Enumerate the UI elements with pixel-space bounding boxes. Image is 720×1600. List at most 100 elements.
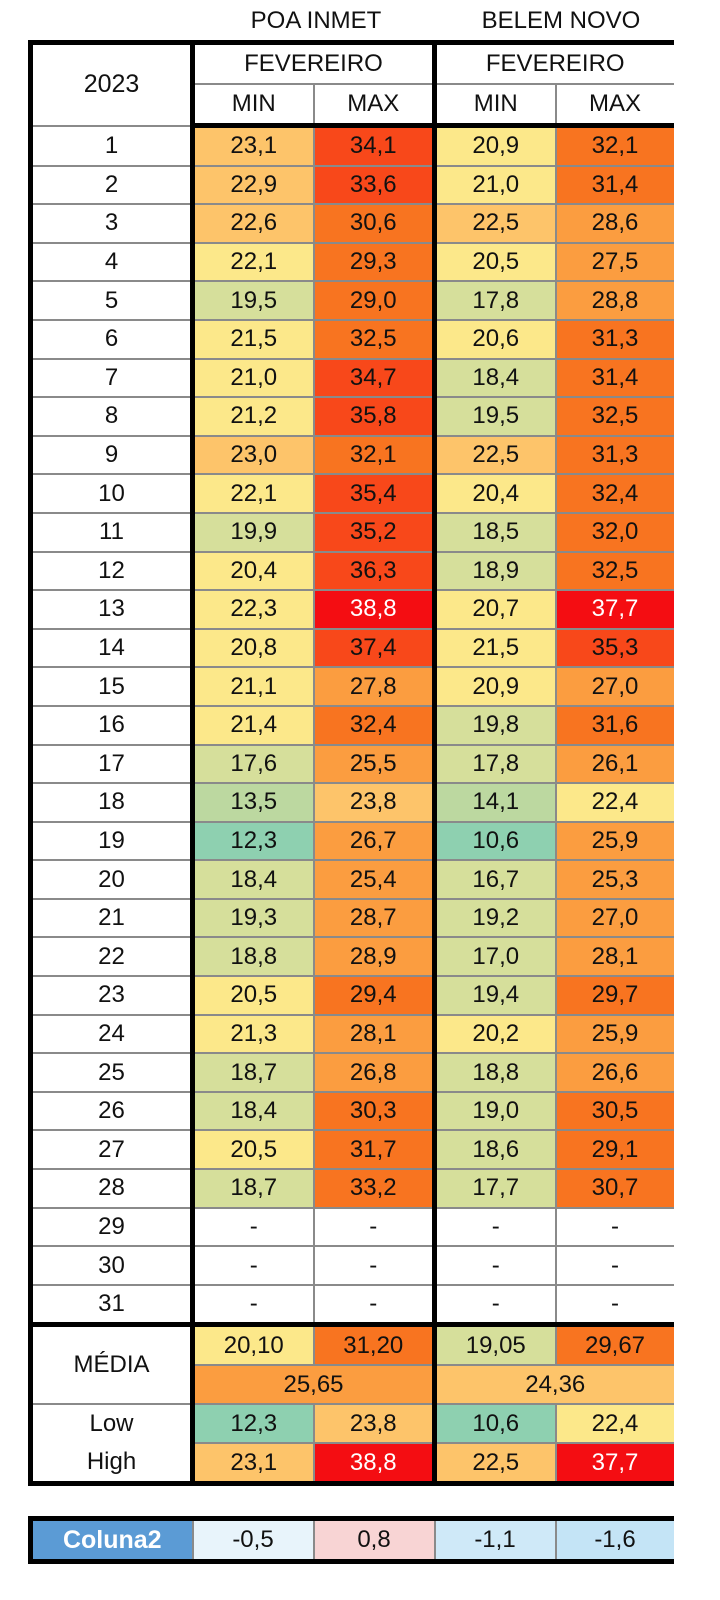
temperature-table: 2023 FEVEREIRO FEVEREIRO MIN MAX MIN MAX… — [28, 40, 674, 1487]
day-label: 11 — [28, 511, 195, 553]
temperature-cell: 20,6 — [433, 318, 557, 360]
temperature-cell: 29,0 — [312, 280, 437, 321]
media-average-row: 25,65 24,36 — [31, 1364, 674, 1406]
temperature-cell: 31,4 — [554, 164, 674, 206]
temperature-cell: 38,8 — [312, 589, 437, 630]
temperature-cell: 28,6 — [554, 203, 674, 244]
day-row: 7 21,0 34,7 18,4 31,4 — [28, 357, 674, 399]
day-row: 8 21,2 35,8 19,5 32,5 — [28, 396, 674, 437]
temperature-cell: 20,4 — [433, 473, 557, 514]
temperature-cell: - — [433, 1206, 557, 1248]
min-header-poa: MIN — [191, 83, 315, 128]
temperature-cell: 35,2 — [312, 511, 437, 553]
temperature-cell: 12,3 — [191, 820, 315, 862]
month-header-poa: FEVEREIRO — [191, 40, 437, 85]
day-row: 9 23,0 32,1 22,5 31,3 — [28, 434, 674, 476]
temperature-cell: 14,1 — [433, 782, 557, 823]
year-header: 2023 — [28, 40, 195, 127]
temperature-cell: 31,3 — [554, 434, 674, 476]
day-row: 31- - - - — [28, 1283, 674, 1328]
temperature-cell: 30,3 — [312, 1090, 437, 1132]
coluna2-value: -1,1 — [433, 1516, 557, 1564]
media-label: MÉDIA — [28, 1322, 195, 1406]
temperature-cell: 19,4 — [433, 975, 557, 1016]
day-label: 25 — [28, 1052, 195, 1093]
day-row: 25 18,7 26,8 18,8 26,6 — [28, 1052, 674, 1093]
temperature-cell: 27,5 — [554, 241, 674, 283]
temperature-cell: 35,3 — [554, 627, 674, 669]
temperature-cell: 26,8 — [312, 1052, 437, 1093]
temperature-cell: 10,6 — [433, 820, 557, 862]
temperature-cell: 29,4 — [312, 975, 437, 1016]
day-label: 26 — [28, 1090, 195, 1132]
day-label: 18 — [28, 782, 195, 823]
temperature-cell: 35,4 — [312, 473, 437, 514]
temperature-cell: 33,2 — [312, 1168, 437, 1209]
temperature-cell: 20,2 — [433, 1013, 557, 1055]
temperature-cell: 20,5 — [433, 241, 557, 283]
low-row: Low 12,3 23,8 10,6 22,4 — [28, 1403, 674, 1445]
day-label: 5 — [28, 280, 195, 321]
temperature-cell: 22,3 — [191, 589, 315, 630]
temperature-cell: 21,3 — [191, 1013, 315, 1055]
day-row: 2 22,9 33,6 21,0 31,4 — [28, 164, 674, 206]
temperature-cell: 13,5 — [191, 782, 315, 823]
temperature-cell: 18,7 — [191, 1168, 315, 1209]
day-row: 22 18,8 28,9 17,0 28,1 — [28, 936, 674, 978]
temperature-cell: 28,7 — [312, 897, 437, 939]
temperature-cell: 22,1 — [191, 473, 315, 514]
day-row: 13 22,3 38,8 20,7 37,7 — [28, 589, 674, 630]
day-label: 19 — [28, 820, 195, 862]
temperature-cell: - — [433, 1283, 557, 1328]
temperature-cell: 10,6 — [433, 1403, 557, 1445]
temperature-cell: 20,9 — [433, 666, 557, 707]
temperature-cell: 18,8 — [433, 1052, 557, 1093]
day-label: 31 — [28, 1283, 195, 1328]
temperature-cell: 31,20 — [312, 1322, 437, 1367]
day-row: 21 19,3 28,7 19,2 27,0 — [28, 897, 674, 939]
temperature-cell: 23,1 — [191, 1442, 315, 1487]
coluna2-table: Coluna2 -0,5 0,8 -1,1 -1,6 — [28, 1516, 674, 1564]
temperature-cell: 18,5 — [433, 511, 557, 553]
day-row: 12 20,4 36,3 18,9 32,5 — [28, 550, 674, 592]
temperature-cell: 22,5 — [433, 1442, 557, 1487]
day-row: 30- - - - — [28, 1245, 674, 1286]
day-row: 16 21,4 32,4 19,8 31,6 — [28, 704, 674, 746]
day-label: 14 — [28, 627, 195, 669]
temperature-cell: 22,5 — [433, 203, 557, 244]
temperature-cell: 19,8 — [433, 704, 557, 746]
temperature-cell: 18,9 — [433, 550, 557, 592]
day-row: 10 22,1 35,4 20,4 32,4 — [28, 473, 674, 514]
day-row: 26 18,4 30,3 19,0 30,5 — [28, 1090, 674, 1132]
day-row: 15 21,1 27,8 20,9 27,0 — [28, 666, 674, 707]
temperature-cell: 22,5 — [433, 434, 557, 476]
temperature-cell: 28,1 — [312, 1013, 437, 1055]
temperature-cell: 19,05 — [433, 1322, 557, 1367]
temperature-cell: 19,0 — [433, 1090, 557, 1132]
day-row: 1 23,1 34,1 20,9 32,1 — [28, 124, 674, 167]
day-label: 3 — [28, 203, 195, 244]
temperature-cell: 20,5 — [191, 975, 315, 1016]
day-row: 27 20,5 31,7 18,6 29,1 — [28, 1129, 674, 1171]
temperature-cell: 24,36 — [433, 1364, 674, 1406]
coluna2-row: Coluna2 -0,5 0,8 -1,1 -1,6 — [28, 1516, 674, 1564]
day-label: 8 — [28, 396, 195, 437]
temperature-cell: 32,0 — [554, 511, 674, 553]
temperature-cell: 23,1 — [191, 124, 315, 167]
temperature-cell: 30,6 — [312, 203, 437, 244]
temperature-cell: 35,8 — [312, 396, 437, 437]
day-row: 20 18,4 25,4 16,7 25,3 — [28, 859, 674, 900]
temperature-cell: 32,4 — [554, 473, 674, 514]
temperature-cell: 22,1 — [191, 241, 315, 283]
temperature-cell: 17,8 — [433, 743, 557, 785]
temperature-cell: 23,8 — [312, 1403, 437, 1445]
temperature-cell: 21,0 — [433, 164, 557, 206]
temperature-cell: 20,8 — [191, 627, 315, 669]
temperature-cell: 32,5 — [312, 318, 437, 360]
temperature-cell: - — [191, 1206, 315, 1248]
temperature-cell: 28,8 — [554, 280, 674, 321]
day-label: 22 — [28, 936, 195, 978]
day-label: 7 — [28, 357, 195, 399]
temperature-cell: 31,6 — [554, 704, 674, 746]
day-label: 17 — [28, 743, 195, 785]
